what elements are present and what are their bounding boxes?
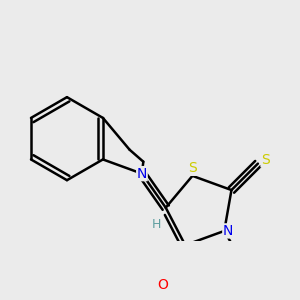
Text: N: N (223, 224, 233, 238)
Text: N: N (137, 167, 147, 181)
Text: S: S (261, 153, 270, 167)
Text: S: S (188, 161, 197, 175)
Text: H: H (152, 218, 161, 231)
Text: O: O (157, 278, 168, 292)
